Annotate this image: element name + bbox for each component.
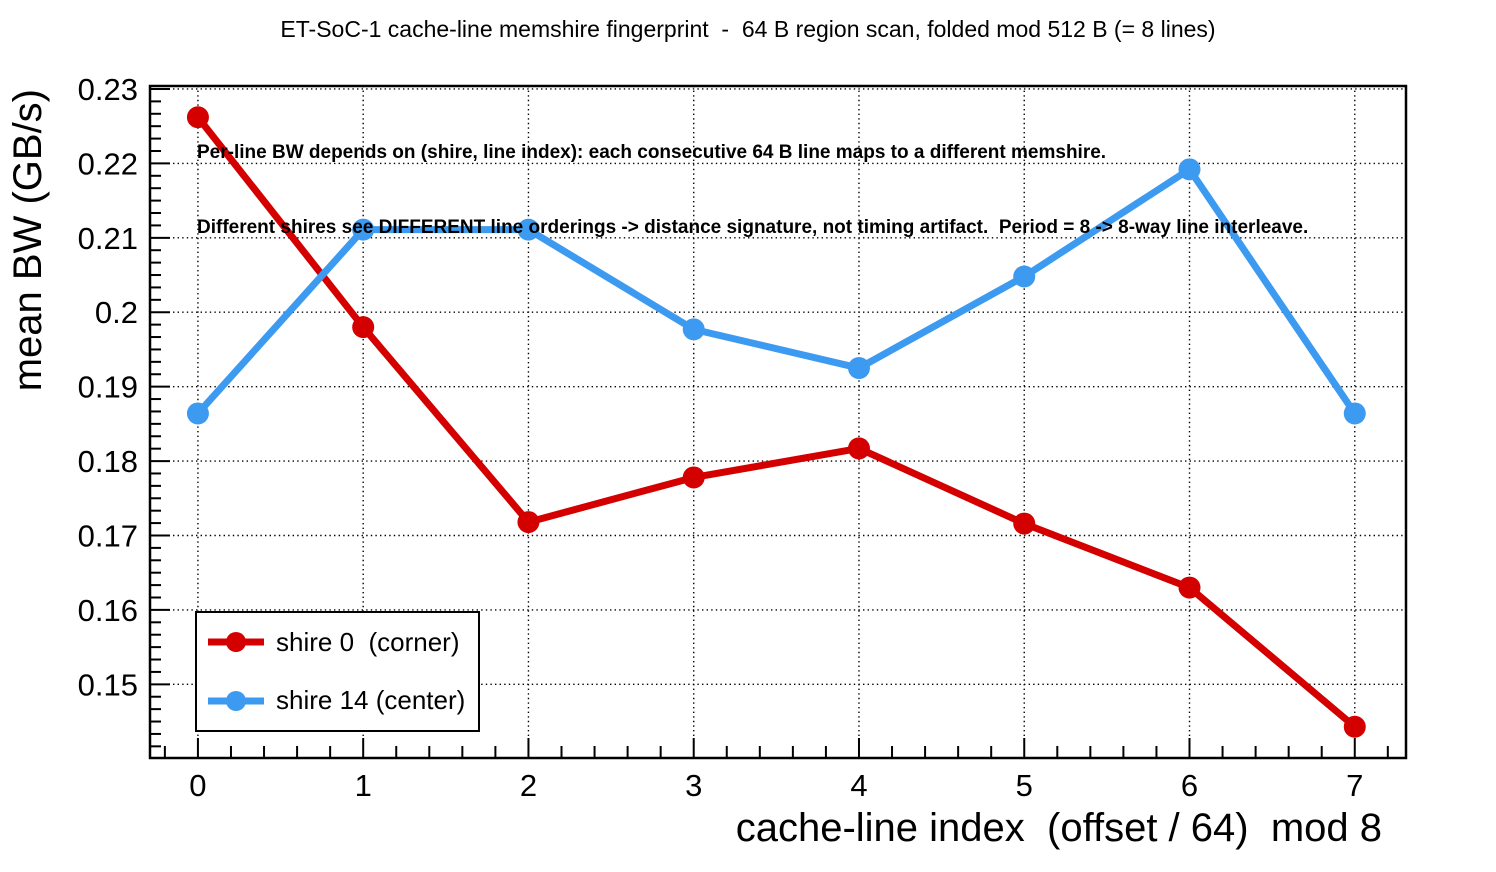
annotation-line-2: Different shires see DIFFERENT line orde… <box>197 217 1309 238</box>
y-tick-label: 0.16 <box>78 593 138 628</box>
x-tick-label: 1 <box>355 768 372 803</box>
legend-entry-0: shire 0 (corner) <box>197 613 478 672</box>
x-tick-label: 4 <box>850 768 867 803</box>
y-tick-label: 0.2 <box>95 295 138 330</box>
x-tick-label: 0 <box>189 768 206 803</box>
data-point-0-0 <box>186 106 209 129</box>
y-tick-label: 0.15 <box>78 667 138 702</box>
y-tick-label: 0.21 <box>78 221 138 256</box>
data-point-0-7 <box>1343 715 1366 738</box>
data-point-1-5 <box>1013 265 1036 288</box>
data-point-0-3 <box>682 466 705 489</box>
data-point-1-2 <box>517 218 540 241</box>
plot-frame <box>148 84 1408 760</box>
x-axis-title: cache-line index (offset / 64) mod 8 <box>735 806 1382 850</box>
data-point-0-2 <box>517 511 540 534</box>
data-point-1-1 <box>352 218 375 241</box>
legend-label-1: shire 14 (center) <box>276 685 466 716</box>
y-tick-label: 0.17 <box>78 518 138 553</box>
data-point-0-1 <box>352 316 375 339</box>
data-point-0-4 <box>847 437 870 460</box>
y-tick-label: 0.23 <box>78 72 138 107</box>
series-line-1 <box>194 165 1359 417</box>
data-point-1-4 <box>847 357 870 380</box>
chart-title: ET-SoC-1 cache-line memshire fingerprint… <box>280 16 1216 42</box>
data-point-1-6 <box>1178 158 1201 181</box>
data-point-0-6 <box>1178 576 1201 599</box>
y-tick-label: 0.22 <box>78 146 138 181</box>
x-tick-label: 3 <box>685 768 702 803</box>
y-axis-title-text: mean BW (GB/s) <box>5 88 50 392</box>
x-tick-label: 7 <box>1346 768 1363 803</box>
x-tick-label: 5 <box>1016 768 1033 803</box>
x-tick-label: 6 <box>1181 768 1198 803</box>
y-tick-label: 0.18 <box>78 444 138 479</box>
data-point-1-7 <box>1343 402 1366 425</box>
legend-marker-icon <box>208 632 264 653</box>
data-point-1-3 <box>682 318 705 341</box>
legend: shire 0 (corner) shire 14 (center) <box>195 611 480 732</box>
y-axis-title: mean BW (GB/s) <box>2 86 54 394</box>
annotation-text: Per-line BW depends on (shire, line inde… <box>197 90 1308 290</box>
x-tick-label: 2 <box>520 768 537 803</box>
annotation-line-1: Per-line BW depends on (shire, line inde… <box>197 142 1107 163</box>
data-point-1-0 <box>186 402 209 425</box>
series-line-0 <box>194 113 1359 731</box>
data-point-0-5 <box>1013 512 1036 535</box>
legend-label-0: shire 0 (corner) <box>276 626 460 657</box>
legend-entry-1: shire 14 (center) <box>197 672 478 731</box>
legend-marker-icon <box>208 690 264 711</box>
y-tick-label: 0.19 <box>78 370 138 405</box>
